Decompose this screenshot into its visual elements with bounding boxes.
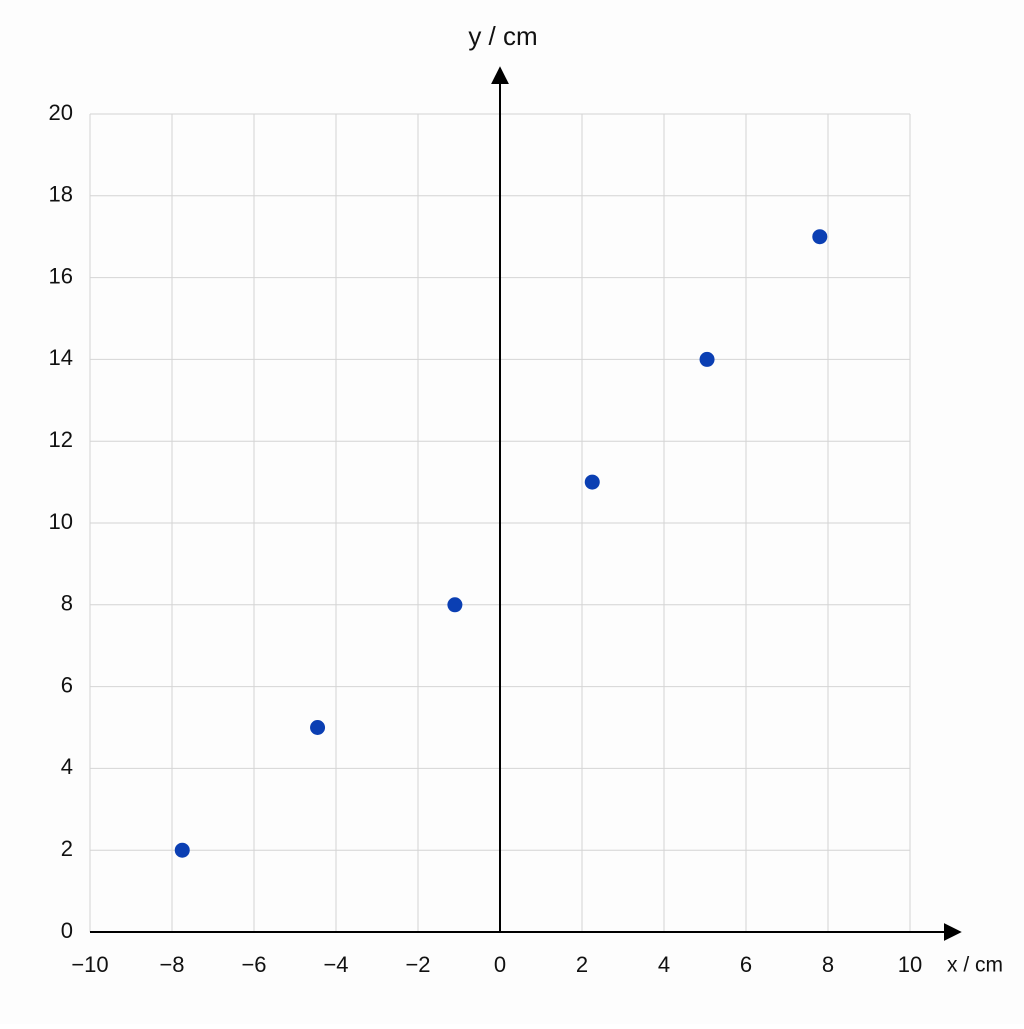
y-tick-label: 0 bbox=[61, 918, 73, 943]
x-axis-label: x / cm bbox=[947, 954, 1003, 977]
y-tick-label: 4 bbox=[61, 754, 73, 779]
point bbox=[447, 597, 463, 613]
y-tick-label: 20 bbox=[49, 100, 73, 125]
y-tick-label: 10 bbox=[49, 509, 73, 534]
point bbox=[310, 720, 326, 735]
point bbox=[699, 351, 715, 367]
x-tick-label: −4 bbox=[323, 952, 348, 977]
point bbox=[584, 474, 600, 490]
y-tick-label: 18 bbox=[49, 182, 73, 207]
x-tick-label: 4 bbox=[658, 952, 670, 977]
y-tick-label: 6 bbox=[61, 672, 73, 697]
point bbox=[812, 229, 828, 245]
grid bbox=[89, 113, 911, 933]
point bbox=[174, 842, 190, 858]
y-tick-label: 12 bbox=[49, 427, 73, 452]
y-tick-label: 14 bbox=[49, 345, 73, 370]
y-tick-label: 2 bbox=[61, 836, 73, 861]
x-tick-label: 2 bbox=[576, 952, 588, 977]
y-tick-label: 8 bbox=[61, 591, 73, 616]
y-tick-label: 16 bbox=[49, 263, 73, 288]
x-tick-label: 0 bbox=[494, 952, 506, 977]
y-axis-label: y / cm bbox=[468, 21, 537, 51]
x-tick-label: −2 bbox=[405, 952, 430, 977]
x-tick-label: 8 bbox=[822, 952, 834, 977]
x-tick-label: 6 bbox=[740, 952, 752, 977]
axes bbox=[90, 66, 962, 941]
x-tick-label: −10 bbox=[71, 952, 108, 977]
x-tick-label: 10 bbox=[898, 952, 922, 977]
x-tick-label: −6 bbox=[241, 952, 266, 977]
x-tick-label: −8 bbox=[159, 952, 184, 977]
